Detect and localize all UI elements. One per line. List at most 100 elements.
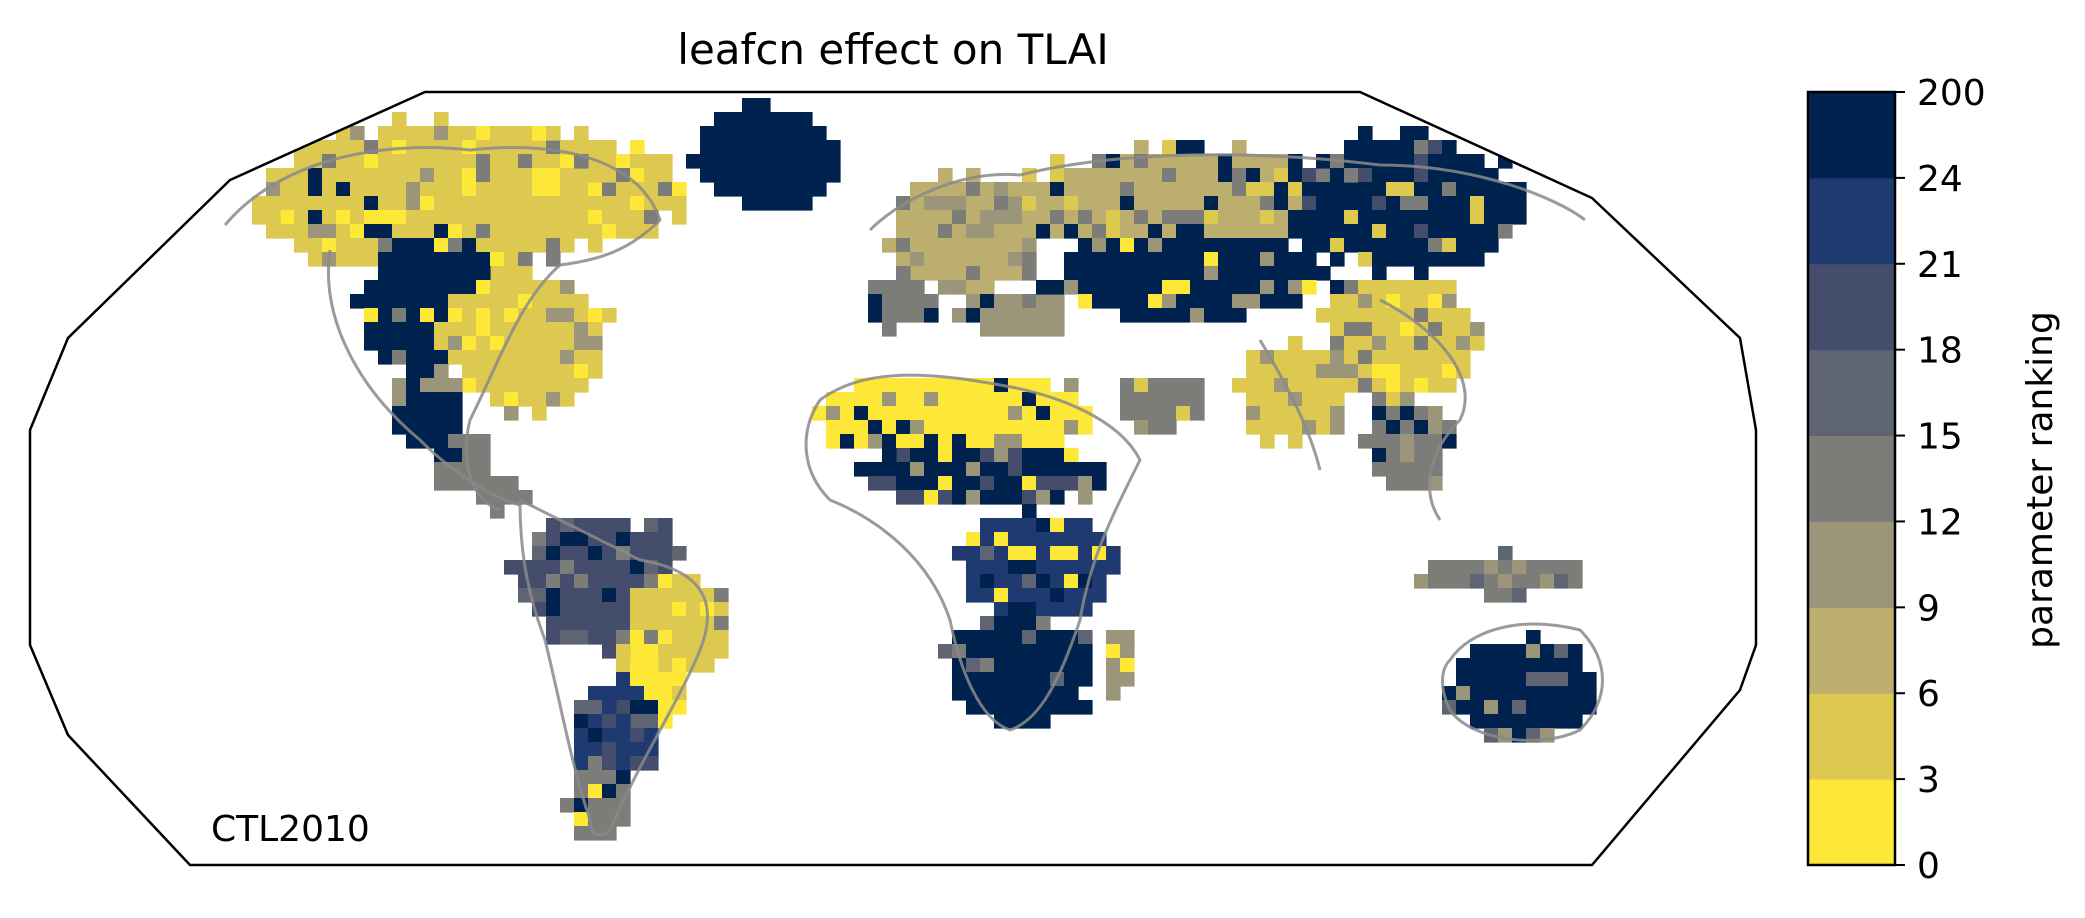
land-layer	[223, 98, 1604, 841]
land-cell	[1106, 546, 1121, 561]
land-cell	[336, 140, 351, 155]
land-cell	[560, 546, 575, 561]
land-cell	[294, 238, 309, 253]
land-cell	[476, 434, 491, 449]
land-cell	[1120, 252, 1135, 267]
land-cell	[560, 238, 575, 253]
land-cell	[532, 168, 547, 183]
land-cell	[1036, 448, 1051, 463]
land-cell	[560, 224, 575, 239]
land-cell	[420, 196, 435, 211]
land-cell	[1260, 182, 1275, 197]
land-cell	[1470, 154, 1485, 169]
land-cell	[728, 126, 743, 141]
land-cell	[994, 210, 1009, 225]
coastline	[804, 373, 1142, 732]
land-cell	[406, 322, 421, 337]
land-cell	[1176, 210, 1191, 225]
land-cell	[546, 560, 561, 575]
land-cell	[448, 392, 463, 407]
land-cell	[1274, 392, 1289, 407]
land-cell	[756, 154, 771, 169]
land-cell	[588, 798, 603, 813]
land-cell	[1106, 644, 1121, 659]
land-cell	[518, 350, 533, 365]
land-cell	[1036, 658, 1051, 673]
land-cell	[630, 182, 645, 197]
land-cell	[1484, 644, 1499, 659]
land-cell	[1134, 252, 1149, 267]
land-cell	[1372, 336, 1387, 351]
land-cell	[1372, 266, 1387, 281]
land-cell	[1078, 224, 1093, 239]
land-cell	[1484, 658, 1499, 673]
land-cell	[434, 434, 449, 449]
land-cell	[1120, 392, 1135, 407]
land-cell	[1022, 616, 1037, 631]
land-cell	[434, 406, 449, 421]
land-cell	[784, 168, 799, 183]
land-cell	[574, 336, 589, 351]
land-cell	[924, 196, 939, 211]
land-cell	[1442, 252, 1457, 267]
land-cell	[560, 308, 575, 323]
land-cell	[1372, 434, 1387, 449]
land-cell	[994, 616, 1009, 631]
land-cell	[1232, 238, 1247, 253]
land-cell	[868, 294, 883, 309]
land-cell	[980, 462, 995, 477]
land-cell	[1540, 560, 1555, 575]
land-cell	[1064, 462, 1079, 477]
land-cell	[952, 406, 967, 421]
land-cell	[1008, 308, 1023, 323]
land-cell	[812, 168, 827, 183]
land-cell	[588, 630, 603, 645]
land-cell	[1176, 252, 1191, 267]
colorbar-bin	[1808, 263, 1895, 351]
land-cell	[476, 196, 491, 211]
land-cell	[1372, 378, 1387, 393]
land-cell	[1050, 490, 1065, 505]
land-cell	[1162, 140, 1177, 155]
land-cell	[1050, 420, 1065, 435]
land-cell	[1022, 518, 1037, 533]
land-cell	[658, 588, 673, 603]
land-cell	[1050, 448, 1065, 463]
land-cell	[966, 448, 981, 463]
land-cell	[672, 644, 687, 659]
land-cell	[1036, 672, 1051, 687]
land-cell	[1568, 686, 1583, 701]
land-cell	[854, 434, 869, 449]
land-cell	[1288, 364, 1303, 379]
land-cell	[406, 350, 421, 365]
land-cell	[1148, 406, 1163, 421]
land-cell	[658, 532, 673, 547]
land-cell	[588, 602, 603, 617]
land-cell	[1442, 294, 1457, 309]
land-cell	[756, 182, 771, 197]
land-cell	[1358, 210, 1373, 225]
land-cell	[266, 196, 281, 211]
land-cell	[770, 126, 785, 141]
land-cell	[448, 322, 463, 337]
land-cell	[574, 756, 589, 771]
land-cell	[924, 490, 939, 505]
land-cell	[966, 210, 981, 225]
land-cell	[1302, 406, 1317, 421]
land-cell	[1134, 140, 1149, 155]
land-cell	[448, 420, 463, 435]
land-cell	[1358, 336, 1373, 351]
land-cell	[1050, 168, 1065, 183]
land-cell	[1400, 280, 1415, 295]
land-cell	[476, 266, 491, 281]
land-cell	[420, 392, 435, 407]
land-cell	[630, 140, 645, 155]
land-cell	[546, 630, 561, 645]
land-cell	[1260, 294, 1275, 309]
land-cell	[798, 154, 813, 169]
land-cell	[966, 490, 981, 505]
land-cell	[644, 644, 659, 659]
land-cell	[574, 574, 589, 589]
land-cell	[364, 308, 379, 323]
land-cell	[672, 182, 687, 197]
